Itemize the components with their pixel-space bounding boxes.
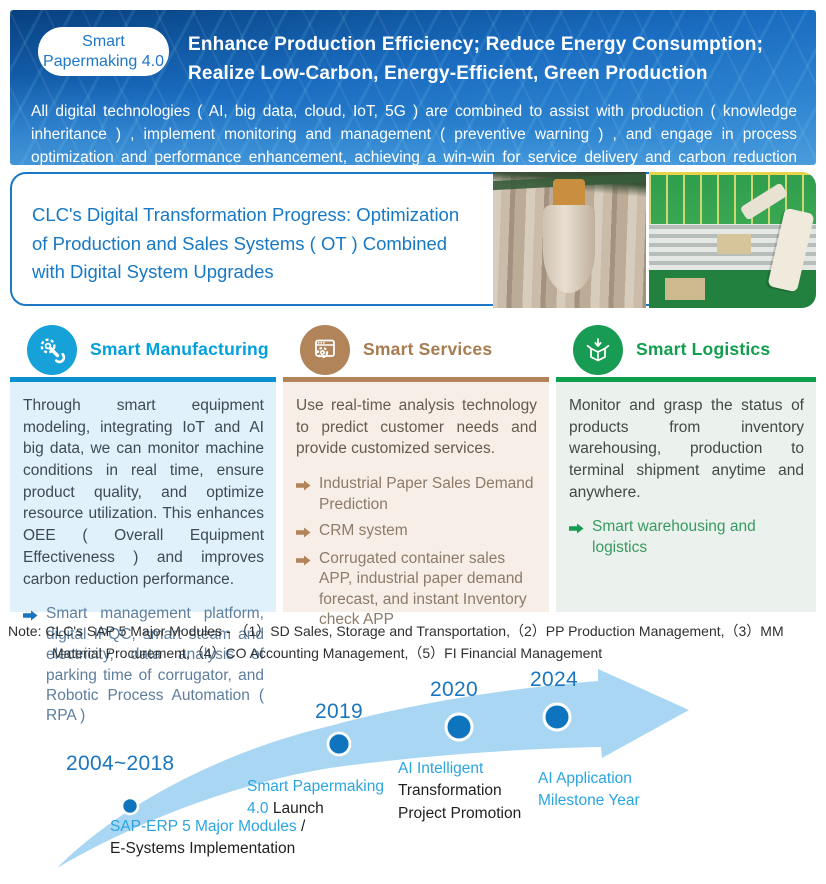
- bullet-text: Industrial Paper Sales Demand Prediction: [319, 475, 534, 513]
- timeline-arrow: [57, 669, 689, 868]
- bullet-list: Smart warehousing and logistics: [569, 517, 804, 558]
- photo-carton-shape: [717, 234, 751, 254]
- bullet-list: Industrial Paper Sales Demand Prediction…: [296, 474, 537, 631]
- pillars-section: Smart Manufacturing Through smart equipm…: [10, 322, 816, 724]
- milestone-caption: AI Intelligent Transformation Project Pr…: [398, 758, 521, 825]
- column-header: Smart Logistics: [556, 322, 816, 377]
- bullet-text: CRM system: [319, 521, 408, 539]
- arrow-right-icon: [296, 553, 311, 631]
- factory-photos: [493, 172, 816, 308]
- milestone-text: 4.0: [247, 800, 269, 818]
- photo-hanging-roll-shape: [543, 205, 595, 293]
- column-title: Smart Logistics: [636, 339, 771, 359]
- milestone-line: Transformation: [398, 782, 502, 800]
- smart-papermaking-badge: Smart Papermaking 4.0: [38, 27, 169, 76]
- arrow-right-icon: [23, 608, 38, 727]
- column-body: Through smart equipment modeling, integr…: [10, 377, 276, 724]
- milestone-dot: [120, 796, 140, 816]
- column-body: Monitor and grasp the status of products…: [556, 377, 816, 612]
- column-header: Smart Manufacturing: [10, 322, 276, 377]
- bullet-list: Smart management platform, digital IPQC,…: [23, 604, 264, 727]
- milestone-line: SAP-ERP 5 Major Modules /: [110, 816, 305, 838]
- arrow-right-icon: [569, 521, 584, 558]
- milestone-text: Launch: [268, 800, 324, 818]
- progress-box: CLC's Digital Transformation Progress: O…: [10, 172, 816, 308]
- column-header: Smart Services: [283, 322, 549, 377]
- timeline-section: 2004~2018 2019 2020 2024 SAP-ERP 5 Major…: [0, 664, 826, 884]
- column-title: Smart Manufacturing: [90, 339, 269, 359]
- bullet-item: Industrial Paper Sales Demand Prediction: [296, 474, 537, 515]
- photo-paper-rolls: [493, 172, 646, 308]
- footnote: Note: CLC's SAP 5 Major Modules - （1）SD …: [8, 623, 784, 661]
- milestone-text: /: [296, 818, 306, 835]
- milestone-line: AI Intelligent: [398, 760, 484, 777]
- banner-description: All digital technologies ( AI, big data,…: [31, 103, 797, 165]
- timeline-year: 2024: [530, 668, 578, 691]
- app-window-gear-icon: [300, 324, 350, 375]
- open-box-arrow-icon: [573, 324, 623, 375]
- timeline-year: 2019: [315, 700, 363, 723]
- milestone-caption: AI Application Milestone Year: [538, 768, 640, 813]
- milestone-dot: [542, 702, 572, 732]
- arrow-right-icon: [296, 525, 311, 543]
- banner: Smart Papermaking 4.0 Enhance Production…: [10, 10, 816, 165]
- column-smart-manufacturing: Smart Manufacturing Through smart equipm…: [10, 322, 276, 724]
- milestone-caption: Smart Papermaking 4.0 Launch: [247, 776, 384, 821]
- photo-packaging-machine: [649, 172, 816, 308]
- gear-wrench-icon: [27, 324, 77, 375]
- column-paragraph: Through smart equipment modeling, integr…: [23, 397, 264, 588]
- milestone-line: E-Systems Implementation: [110, 840, 296, 858]
- milestone-dot: [444, 712, 474, 742]
- milestone-line: Smart Papermaking: [247, 778, 384, 795]
- photo-crane-clamp-shape: [553, 179, 585, 207]
- timeline-arrow-graphic: [57, 669, 689, 868]
- column-body: Use real-time analysis technology to pre…: [283, 377, 549, 628]
- column-smart-logistics: Smart Logistics Monitor and grasp the st…: [556, 322, 816, 612]
- milestone-line: Project Promotion: [398, 804, 522, 822]
- column-paragraph: Monitor and grasp the status of products…: [569, 397, 804, 501]
- bullet-text: Smart warehousing and logistics: [592, 518, 756, 556]
- column-title: Smart Services: [363, 339, 493, 359]
- photo-fence-shape: [649, 172, 816, 224]
- progress-title: CLC's Digital Transformation Progress: O…: [32, 204, 460, 283]
- milestone-line: AI Application: [538, 770, 632, 787]
- bullet-item: Smart warehousing and logistics: [569, 517, 804, 558]
- milestone-dot: [326, 731, 352, 757]
- milestone-line: Milestone Year: [538, 792, 640, 810]
- badge-label: Smart Papermaking 4.0: [43, 32, 164, 70]
- banner-title: Enhance Production Efficiency; Reduce En…: [188, 34, 764, 84]
- bullet-text: Corrugated container sales APP, industri…: [319, 549, 527, 629]
- milestone-caption: SAP-ERP 5 Major Modules / E-Systems Impl…: [110, 816, 305, 861]
- column-paragraph: Use real-time analysis technology to pre…: [296, 397, 537, 458]
- milestone-line: 4.0 Launch: [247, 798, 384, 820]
- bullet-text: Smart management platform, digital IPQC,…: [46, 605, 264, 725]
- bullet-item: Corrugated container sales APP, industri…: [296, 549, 537, 631]
- milestone-text: SAP-ERP 5 Major Modules: [110, 818, 297, 835]
- photo-carton-shape: [665, 278, 705, 300]
- timeline-year: 2004~2018: [66, 752, 175, 775]
- bullet-item: CRM system: [296, 521, 537, 543]
- column-smart-services: Smart Services Use real-time analysis te…: [283, 322, 549, 628]
- arrow-right-icon: [296, 478, 311, 515]
- bullet-item: Smart management platform, digital IPQC,…: [23, 604, 264, 727]
- timeline-year: 2020: [430, 678, 478, 701]
